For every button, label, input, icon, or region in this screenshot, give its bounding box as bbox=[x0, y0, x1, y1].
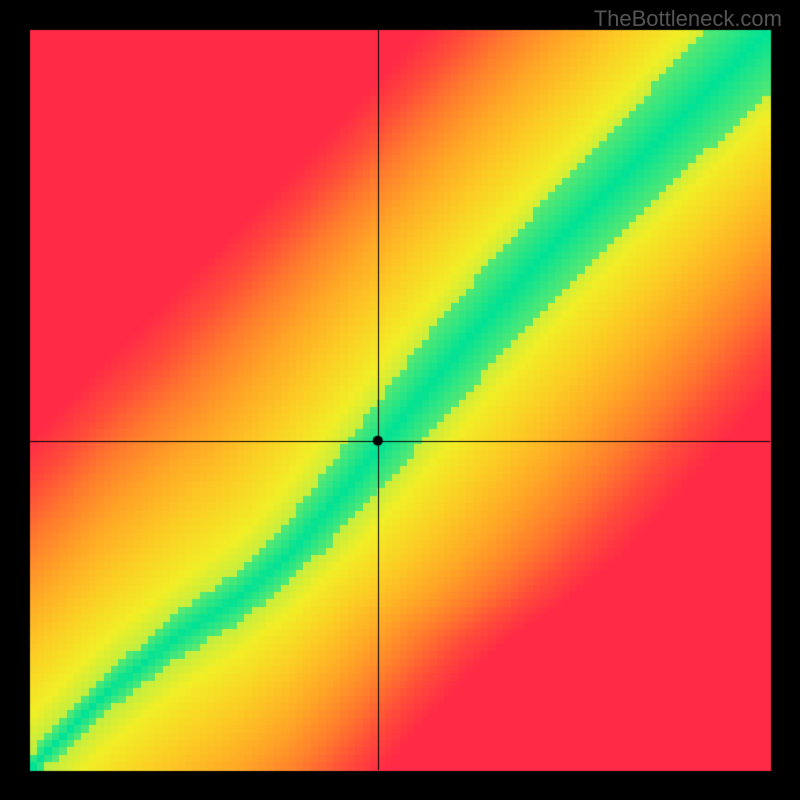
watermark-text: TheBottleneck.com bbox=[594, 6, 782, 32]
chart-container: TheBottleneck.com bbox=[0, 0, 800, 800]
bottleneck-heatmap bbox=[0, 0, 800, 800]
